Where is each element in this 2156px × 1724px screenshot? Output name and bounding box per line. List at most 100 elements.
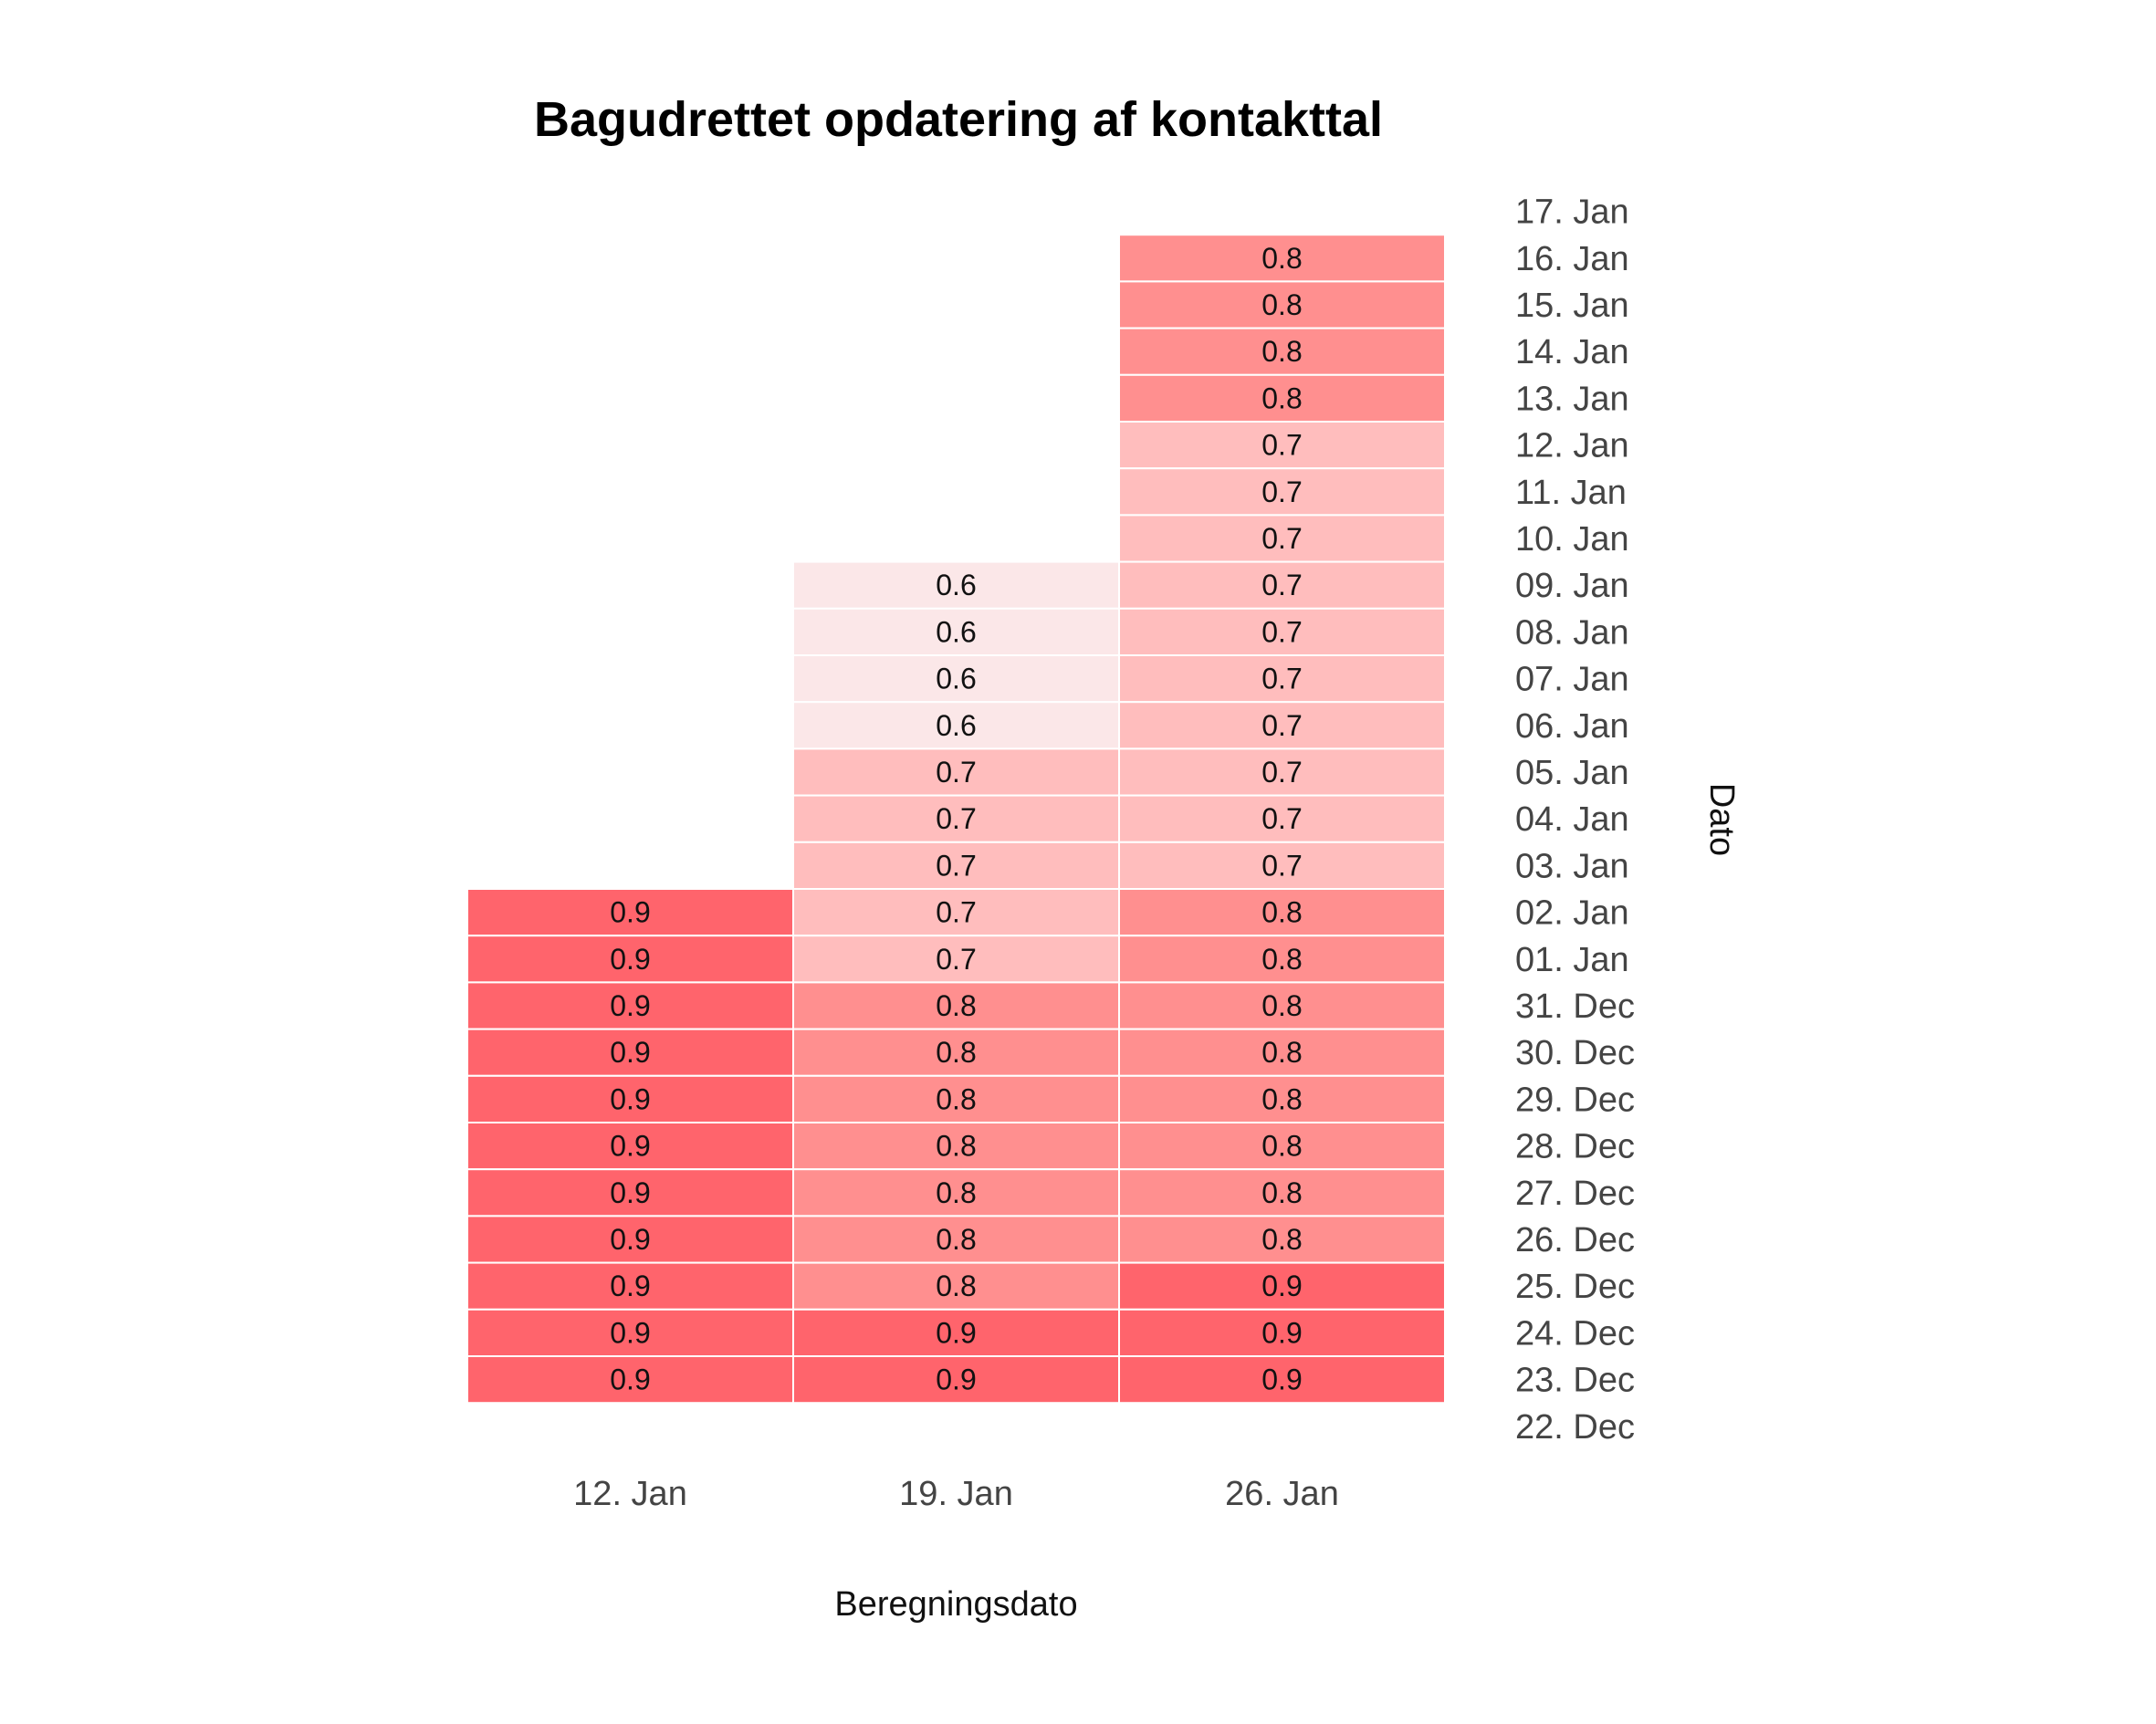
y-tick-label: 12. Jan	[1515, 427, 1629, 465]
heatmap-cell	[792, 654, 1120, 704]
cell-value-label: 0.8	[1261, 1130, 1302, 1163]
cell-value-label: 0.7	[1261, 522, 1302, 555]
cell-value-label: 0.9	[610, 1036, 650, 1069]
heatmap-cell	[792, 1215, 1120, 1264]
heatmap-cell	[1118, 701, 1446, 750]
heatmap-cell	[1118, 981, 1446, 1030]
heatmap-cell	[1118, 888, 1446, 937]
heatmap-cell	[792, 1355, 1120, 1405]
cell-value-label: 0.8	[936, 1130, 976, 1163]
cell-value-label: 0.9	[936, 1316, 976, 1349]
cell-value-label: 0.7	[1261, 429, 1302, 462]
heatmap-cell	[792, 1168, 1120, 1217]
y-tick-label: 09. Jan	[1515, 567, 1629, 605]
heatmap-cell	[1118, 234, 1446, 283]
cell-value-label: 0.8	[1261, 1176, 1302, 1209]
heatmap-cell	[1118, 1261, 1446, 1311]
y-tick-label: 01. Jan	[1515, 941, 1629, 979]
heatmap-cell	[1118, 1028, 1446, 1077]
cell-value-label: 0.8	[1261, 943, 1302, 976]
x-tick-label: 19. Jan	[899, 1475, 1013, 1513]
cell-value-label: 0.8	[936, 1269, 976, 1302]
cell-value-label: 0.9	[610, 1176, 650, 1209]
y-tick-label: 31. Dec	[1515, 987, 1635, 1026]
cell-value-label: 0.7	[936, 756, 976, 789]
cell-value-label: 0.9	[1261, 1364, 1302, 1396]
cell-value-label: 0.9	[1261, 1316, 1302, 1349]
heatmap-cell	[792, 607, 1120, 656]
heatmap-cell	[1118, 514, 1446, 563]
cell-value-label: 0.8	[1261, 288, 1302, 321]
y-tick-label: 25. Dec	[1515, 1268, 1635, 1306]
heatmap-cell	[792, 1074, 1120, 1124]
heatmap-cell	[1118, 327, 1446, 376]
cell-value-label: 0.6	[936, 615, 976, 648]
y-tick-label: 07. Jan	[1515, 661, 1629, 699]
y-tick-label: 23. Dec	[1515, 1362, 1635, 1400]
y-tick-label: 15. Jan	[1515, 287, 1629, 325]
cell-value-label: 0.8	[936, 1082, 976, 1115]
heatmap-cell	[1118, 794, 1446, 843]
cell-value-label: 0.7	[936, 849, 976, 882]
cell-value-label: 0.7	[1261, 849, 1302, 882]
cell-value-label: 0.9	[610, 1364, 650, 1396]
heatmap-cell	[792, 747, 1120, 797]
cell-value-label: 0.7	[1261, 569, 1302, 601]
cell-value-label: 0.7	[1261, 802, 1302, 835]
y-tick-label: 24. Dec	[1515, 1314, 1635, 1353]
heatmap-cell	[792, 1122, 1120, 1171]
y-tick-label: 29. Dec	[1515, 1081, 1635, 1119]
heatmap-cell	[466, 1261, 794, 1311]
cell-value-label: 0.7	[1261, 756, 1302, 789]
heatmap-cell	[1118, 1122, 1446, 1171]
cell-value-label: 0.9	[610, 1223, 650, 1256]
heatmap-cell	[1118, 935, 1446, 984]
y-tick-label: 30. Dec	[1515, 1034, 1635, 1072]
cell-value-label: 0.8	[1261, 1036, 1302, 1069]
y-tick-label: 11. Jan	[1515, 474, 1627, 512]
y-tick-label: 05. Jan	[1515, 754, 1629, 792]
heatmap-cell	[466, 935, 794, 984]
y-tick-label: 02. Jan	[1515, 894, 1629, 933]
cell-value-label: 0.9	[1261, 1269, 1302, 1302]
cell-value-label: 0.7	[1261, 615, 1302, 648]
cell-value-label: 0.8	[1261, 335, 1302, 368]
heatmap-cell	[792, 701, 1120, 750]
cell-value-label: 0.9	[610, 1130, 650, 1163]
y-tick-label: 26. Dec	[1515, 1221, 1635, 1259]
cell-value-label: 0.8	[1261, 1082, 1302, 1115]
heatmap-cell	[1118, 607, 1446, 656]
y-tick-label: 14. Jan	[1515, 333, 1629, 371]
cell-value-label: 0.7	[1261, 709, 1302, 742]
heatmap-cell	[1118, 421, 1446, 470]
y-tick-label: 27. Dec	[1515, 1175, 1635, 1213]
cell-value-label: 0.8	[1261, 896, 1302, 929]
heatmap-cell	[466, 1215, 794, 1264]
heatmap-cell	[792, 841, 1120, 890]
heatmap-cell	[466, 888, 794, 937]
y-tick-label: 28. Dec	[1515, 1128, 1635, 1166]
cell-value-label: 0.9	[610, 1316, 650, 1349]
y-tick-label: 04. Jan	[1515, 800, 1629, 839]
y-tick-label: 08. Jan	[1515, 613, 1629, 652]
cell-value-label: 0.9	[610, 943, 650, 976]
y-tick-label: 03. Jan	[1515, 847, 1629, 885]
y-tick-label: 17. Jan	[1515, 193, 1629, 232]
x-tick-label: 26. Jan	[1225, 1475, 1339, 1513]
y-tick-label: 13. Jan	[1515, 380, 1629, 418]
heatmap-cell	[792, 1028, 1120, 1077]
y-tick-label: 22. Dec	[1515, 1408, 1635, 1447]
y-tick-label: 16. Jan	[1515, 240, 1629, 278]
cell-value-label: 0.8	[1261, 1223, 1302, 1256]
heatmap-cell	[1118, 654, 1446, 704]
cell-value-label: 0.7	[936, 802, 976, 835]
heatmap-cell	[792, 560, 1120, 610]
heatmap-cell	[1118, 280, 1446, 329]
cell-value-label: 0.8	[936, 1223, 976, 1256]
cell-value-label: 0.9	[610, 989, 650, 1022]
cell-value-label: 0.7	[1261, 663, 1302, 695]
cell-value-label: 0.9	[610, 1269, 650, 1302]
heatmap-cell	[1118, 841, 1446, 890]
heatmap-cell	[1118, 1168, 1446, 1217]
